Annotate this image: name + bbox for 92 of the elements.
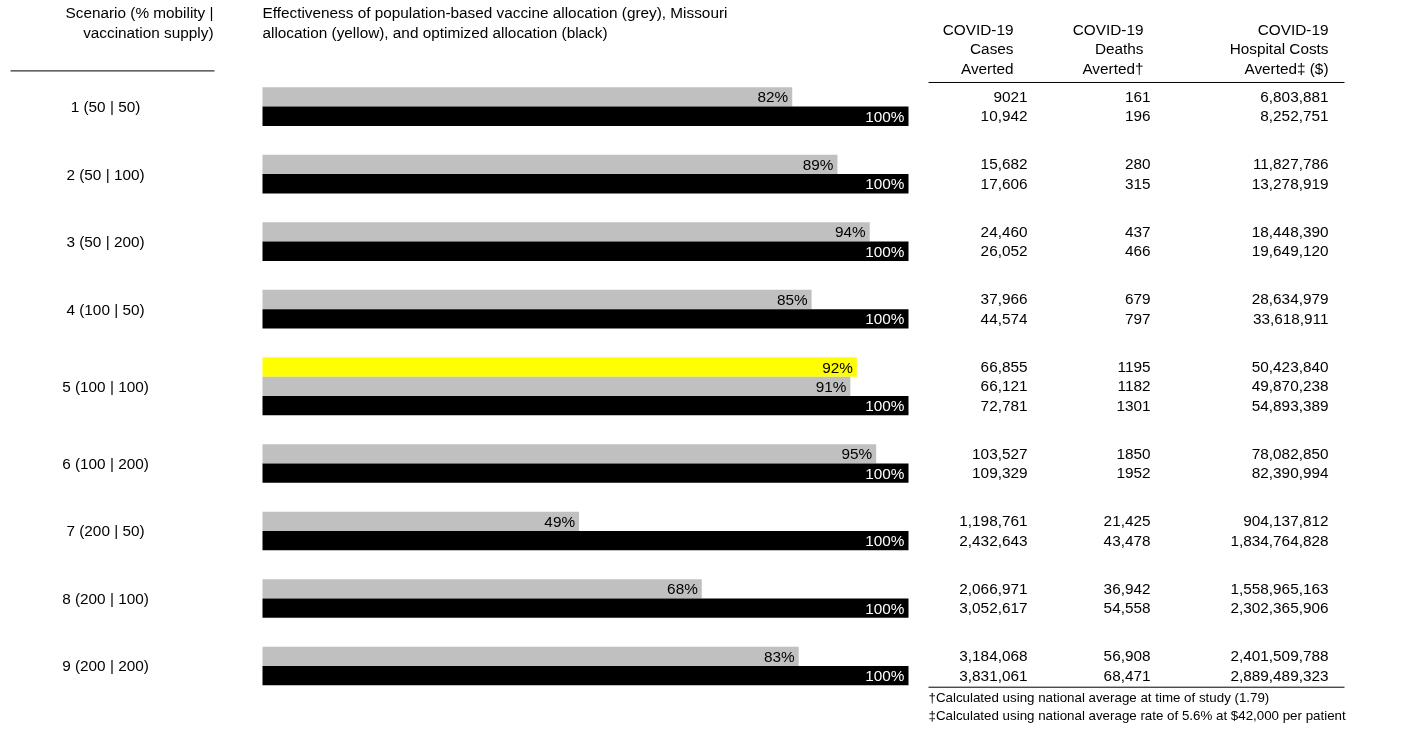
text: 466 <box>1124 242 1151 260</box>
text: 103,527 <box>972 444 1028 462</box>
text: 1301 <box>1116 396 1151 414</box>
data-label: 100% <box>865 242 905 260</box>
text: 2,302,365,906 <box>1230 599 1329 617</box>
text: 2,432,643 <box>959 531 1028 549</box>
category-label: 9 (200 | 200) <box>62 657 149 675</box>
text: 1,558,965,163 <box>1230 579 1329 597</box>
text: 15,682 <box>980 155 1028 173</box>
data-label: 82% <box>757 88 789 106</box>
category-label: 4 (100 | 50) <box>66 300 145 318</box>
data-label: 94% <box>835 223 867 241</box>
data-label: 100% <box>865 599 905 617</box>
text: 82,390,994 <box>1251 464 1329 482</box>
text: 54,893,389 <box>1251 396 1329 414</box>
text: 28,634,979 <box>1251 290 1329 308</box>
text: 1850 <box>1116 444 1151 462</box>
category-label: 6 (100 | 200) <box>62 454 149 472</box>
text: 26,052 <box>980 242 1028 260</box>
category-label: 1 (50 | 50) <box>70 98 141 116</box>
text: 11,827,786 <box>1252 155 1329 173</box>
data-label: 100% <box>865 532 905 550</box>
category-label: COVID-19 Hospital Costs Averted‡ ($) <box>1229 20 1329 77</box>
text: 56,908 <box>1103 647 1151 665</box>
chart-title: Effectiveness of population-based vaccine allocation (grey), Missouri allocation (yellow), and optimized allocation (black) <box>262 4 728 41</box>
text: 37,966 <box>980 290 1028 308</box>
data-label: 100% <box>865 310 905 328</box>
data-label: 100% <box>865 464 905 482</box>
data-label: 100% <box>865 397 905 415</box>
text: 50,423,840 <box>1251 358 1329 375</box>
text: 13,278,919 <box>1251 174 1329 192</box>
text: 3,831,061 <box>959 666 1028 684</box>
category-label: 2 (50 | 100) <box>66 165 145 183</box>
text: 196 <box>1124 107 1151 125</box>
text: †Calculated using national average at time of study (1.79) <box>928 690 1270 706</box>
category-label: 7 (200 | 50) <box>66 522 145 540</box>
text: 437 <box>1124 222 1151 240</box>
text: 68,471 <box>1103 666 1151 684</box>
data-label: 89% <box>802 155 834 173</box>
text: 3,184,068 <box>959 647 1028 665</box>
data-label: 100% <box>865 107 905 125</box>
text: 17,606 <box>980 174 1028 192</box>
text: 6,803,881 <box>1260 87 1329 105</box>
data-label: 68% <box>667 580 699 598</box>
text: 36,942 <box>1103 579 1151 597</box>
text: 66,121 <box>980 377 1028 395</box>
text: 315 <box>1124 174 1151 192</box>
data-label: 49% <box>544 512 576 530</box>
text: ‡Calculated using national average rate of 5.6% at $42,000 per patient <box>928 707 1346 723</box>
text: 24,460 <box>980 222 1028 240</box>
category-label: COVID-19 Cases Averted <box>942 20 1014 77</box>
data-label: 95% <box>841 445 873 463</box>
text: 18,448,390 <box>1251 222 1329 240</box>
text: 72,781 <box>980 396 1028 414</box>
category-label: COVID-19 Deaths Averted† <box>1072 20 1144 77</box>
text: 109,329 <box>972 464 1028 482</box>
text: 66,855 <box>980 358 1028 375</box>
data-label: 85% <box>776 290 808 308</box>
data-label: 83% <box>764 647 796 665</box>
text: 679 <box>1124 290 1151 308</box>
text: 1195 <box>1117 358 1151 375</box>
data-label: 100% <box>865 175 905 193</box>
text: 9021 <box>993 87 1028 105</box>
category-label: 5 (100 | 100) <box>62 377 149 395</box>
category-label: 8 (200 | 100) <box>62 589 149 607</box>
text: 78,082,850 <box>1251 444 1329 462</box>
text: 54,558 <box>1103 599 1151 617</box>
text: 1182 <box>1117 377 1151 395</box>
text: 3,052,617 <box>959 599 1028 617</box>
text: 280 <box>1124 155 1151 173</box>
text: 43,478 <box>1103 531 1151 549</box>
text: 904,137,812 <box>1243 512 1329 530</box>
text: 1,198,761 <box>959 512 1028 530</box>
text: 797 <box>1124 309 1151 327</box>
text: 33,618,911 <box>1252 309 1329 327</box>
data-label: 91% <box>815 377 847 395</box>
text: 1952 <box>1116 464 1151 482</box>
y-axis-title: Scenario (% mobility | vaccination supply) <box>65 4 214 41</box>
text: 2,066,971 <box>959 579 1028 597</box>
text: 2,401,509,788 <box>1230 647 1329 665</box>
data-label: 100% <box>865 667 905 685</box>
text: 2,889,489,323 <box>1230 666 1329 684</box>
text: 44,574 <box>980 309 1028 327</box>
data-label: 92% <box>822 358 854 376</box>
text: 8,252,751 <box>1260 107 1329 125</box>
category-label: 3 (50 | 200) <box>66 233 145 251</box>
text: 21,425 <box>1103 512 1151 530</box>
text: 49,870,238 <box>1251 377 1329 395</box>
text: 1,834,764,828 <box>1230 531 1329 549</box>
text: 161 <box>1124 87 1151 105</box>
text: 19,649,120 <box>1251 242 1329 260</box>
text: 10,942 <box>980 107 1028 125</box>
